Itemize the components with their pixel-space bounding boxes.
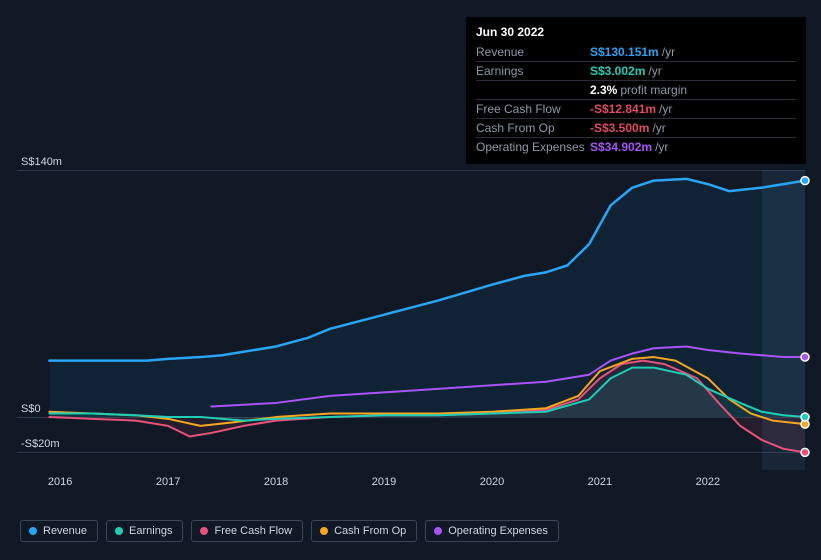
tooltip-row-suffix: /yr (655, 140, 668, 154)
legend-item-cash-from-op[interactable]: Cash From Op (311, 520, 417, 542)
series-end-dot (801, 353, 809, 361)
x-axis-label: 2021 (588, 476, 612, 488)
tooltip-row: 2.3%profit margin (476, 80, 796, 99)
tooltip-row-label: Earnings (476, 64, 590, 78)
tooltip-row-label: Free Cash Flow (476, 102, 590, 116)
x-axis-label: 2016 (48, 476, 72, 488)
legend-dot (320, 527, 328, 535)
tooltip-row-suffix: /yr (662, 45, 675, 59)
financials-chart: S$140mS$0-S$20m 201620172018201920202021… (17, 158, 805, 506)
x-axis-label: 2019 (372, 476, 396, 488)
tooltip-row-value: S$3.002m (590, 64, 645, 78)
legend-item-operating-expenses[interactable]: Operating Expenses (425, 520, 559, 542)
legend-item-revenue[interactable]: Revenue (20, 520, 98, 542)
legend-item-earnings[interactable]: Earnings (106, 520, 183, 542)
tooltip-row-value: -S$3.500m (590, 121, 649, 135)
tooltip-row-value: S$34.902m (590, 140, 652, 154)
tooltip-date: Jun 30 2022 (476, 25, 796, 39)
x-axis-label: 2022 (696, 476, 720, 488)
y-axis-label: S$140m (21, 156, 62, 168)
legend-dot (115, 527, 123, 535)
chart-plot (17, 170, 805, 470)
tooltip-row-suffix: /yr (659, 102, 672, 116)
legend-dot (200, 527, 208, 535)
tooltip-row-label: Operating Expenses (476, 140, 590, 154)
legend-label: Free Cash Flow (214, 525, 292, 537)
tooltip-row: EarningsS$3.002m/yr (476, 61, 796, 80)
tooltip-row-suffix: profit margin (620, 83, 687, 97)
chart-legend: Revenue Earnings Free Cash Flow Cash From O… (20, 520, 559, 542)
x-axis-label: 2018 (264, 476, 288, 488)
legend-label: Earnings (129, 525, 172, 537)
tooltip-row: Operating ExpensesS$34.902m/yr (476, 137, 796, 156)
tooltip-row: RevenueS$130.151m/yr (476, 43, 796, 61)
series-end-dot (801, 413, 809, 421)
tooltip-row: Cash From Op-S$3.500m/yr (476, 118, 796, 137)
legend-dot (29, 527, 37, 535)
x-axis-label: 2020 (480, 476, 504, 488)
x-axis: 2016 2017 2018 2019 2020 2021 2022 (17, 476, 805, 496)
tooltip-row-label: Revenue (476, 45, 590, 59)
legend-label: Cash From Op (334, 525, 406, 537)
tooltip-row-suffix: /yr (648, 64, 661, 78)
tooltip-rows: RevenueS$130.151m/yrEarningsS$3.002m/yr2… (476, 43, 796, 156)
tooltip-row-value: 2.3% (590, 83, 617, 97)
tooltip-row-suffix: /yr (652, 121, 665, 135)
legend-label: Revenue (43, 525, 87, 537)
legend-item-free-cash-flow[interactable]: Free Cash Flow (191, 520, 303, 542)
tooltip-row-label (476, 83, 590, 97)
tooltip-row-value: S$130.151m (590, 45, 659, 59)
tooltip-row-label: Cash From Op (476, 121, 590, 135)
tooltip-row: Free Cash Flow-S$12.841m/yr (476, 99, 796, 118)
legend-dot (434, 527, 442, 535)
x-axis-label: 2017 (156, 476, 180, 488)
data-tooltip: Jun 30 2022 RevenueS$130.151m/yrEarnings… (466, 17, 806, 164)
legend-label: Operating Expenses (448, 525, 548, 537)
series-end-dot (801, 448, 809, 456)
series-end-dot (801, 177, 809, 185)
tooltip-row-value: -S$12.841m (590, 102, 656, 116)
